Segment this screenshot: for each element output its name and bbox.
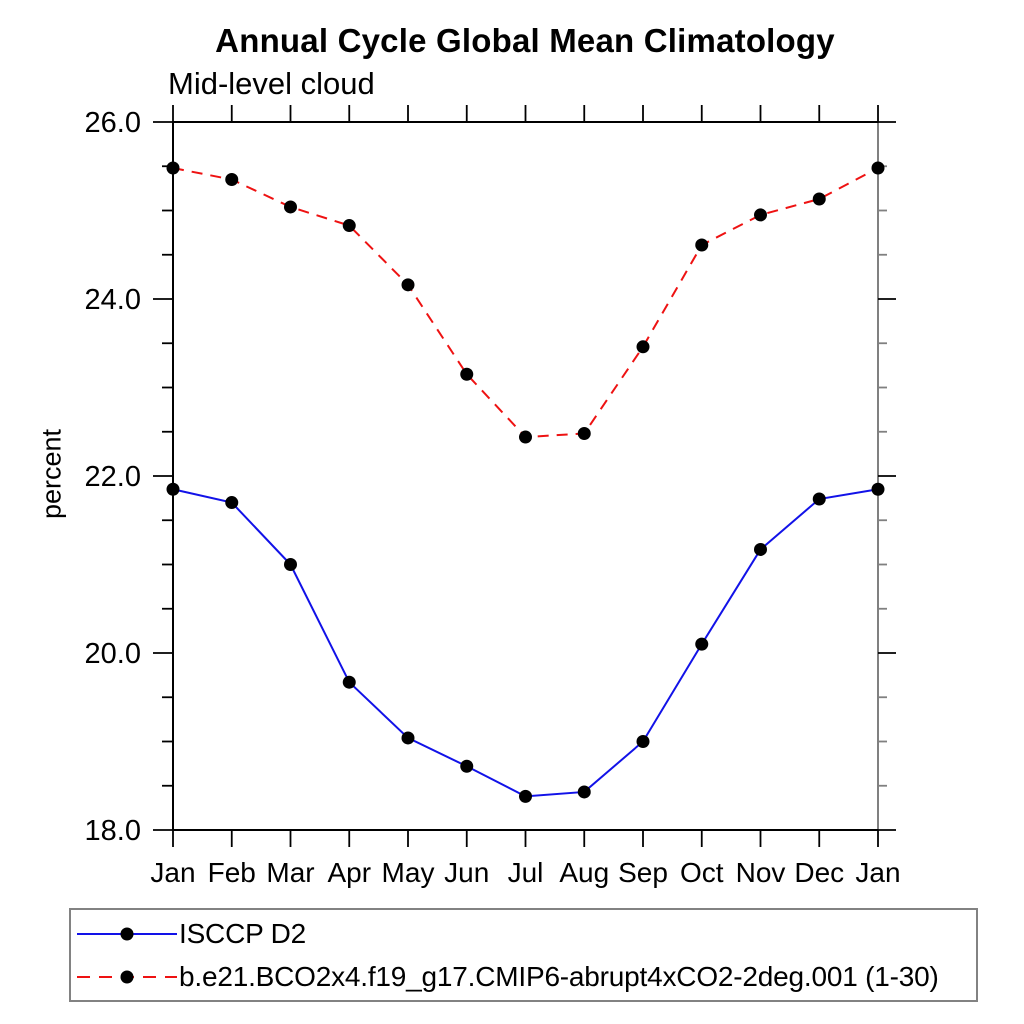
legend-item-isccp-d2: ISCCP D2 bbox=[71, 914, 976, 954]
data-point-marker-0 bbox=[636, 735, 650, 748]
data-point-marker-0 bbox=[166, 482, 180, 496]
data-point-marker-0 bbox=[460, 759, 474, 773]
data-point-marker-0 bbox=[754, 542, 767, 556]
data-point-marker-1 bbox=[225, 173, 239, 187]
x-tick-label: Jan bbox=[150, 857, 195, 888]
x-tick-label: Feb bbox=[208, 857, 256, 888]
data-point-marker-1 bbox=[460, 367, 474, 381]
series-line-1 bbox=[172, 167, 879, 439]
x-tick-label: Mar bbox=[266, 857, 314, 888]
data-point-marker-0 bbox=[342, 675, 356, 689]
legend-item-model-run: b.e21.BCO2x4.f19_g17.CMIP6-abrupt4xCO2-2… bbox=[71, 957, 976, 997]
data-point-marker-1 bbox=[695, 238, 709, 252]
data-point-marker-0 bbox=[695, 637, 709, 651]
x-tick-label: Jun bbox=[444, 857, 489, 888]
data-point-marker-0 bbox=[519, 789, 532, 803]
data-point-marker-0 bbox=[284, 558, 297, 571]
chart-title: Annual Cycle Global Mean Climatology bbox=[215, 22, 835, 59]
data-point-marker-1 bbox=[401, 278, 415, 292]
data-point-marker-1 bbox=[577, 427, 591, 441]
y-tick-label: 24.0 bbox=[85, 284, 141, 316]
dashed-line-marker-icon bbox=[77, 970, 177, 983]
chart-subtitle: Mid-level cloud bbox=[168, 66, 375, 101]
x-tick-label: Oct bbox=[680, 857, 724, 888]
x-tick-label: Aug bbox=[559, 857, 609, 888]
x-tick-label: Jan bbox=[855, 857, 900, 888]
x-tick-label: Nov bbox=[736, 857, 786, 888]
x-tick-label: Sep bbox=[618, 857, 668, 888]
data-point-marker-1 bbox=[519, 430, 532, 444]
data-point-marker-0 bbox=[577, 785, 591, 799]
data-point-marker-0 bbox=[812, 492, 826, 506]
y-tick-label: 20.0 bbox=[85, 638, 141, 670]
data-point-marker-0 bbox=[871, 482, 885, 496]
legend: ISCCP D2 b.e21.BCO2x4.f19_g17.CMIP6-abru… bbox=[69, 908, 978, 1002]
x-tick-label: Jul bbox=[508, 857, 544, 888]
legend-label-model-run: b.e21.BCO2x4.f19_g17.CMIP6-abrupt4xCO2-2… bbox=[179, 960, 939, 992]
y-tick-label: 22.0 bbox=[85, 461, 141, 493]
data-point-marker-1 bbox=[871, 161, 885, 175]
y-tick-label: 18.0 bbox=[85, 815, 141, 847]
data-point-marker-1 bbox=[754, 208, 767, 222]
data-point-marker-0 bbox=[225, 496, 239, 510]
x-tick-label: Apr bbox=[327, 857, 371, 888]
data-point-marker-1 bbox=[812, 192, 826, 206]
solid-line-marker-icon bbox=[77, 927, 177, 940]
legend-label-isccp-d2: ISCCP D2 bbox=[179, 917, 307, 949]
data-point-marker-0 bbox=[401, 731, 415, 745]
x-tick-label: May bbox=[382, 857, 435, 888]
data-point-marker-1 bbox=[284, 200, 297, 214]
x-tick-label: Dec bbox=[794, 857, 844, 888]
data-point-marker-1 bbox=[636, 340, 650, 354]
y-tick-label: 26.0 bbox=[85, 107, 141, 139]
data-point-marker-1 bbox=[166, 161, 180, 175]
data-point-marker-1 bbox=[342, 219, 356, 233]
series-line-0 bbox=[172, 488, 879, 798]
